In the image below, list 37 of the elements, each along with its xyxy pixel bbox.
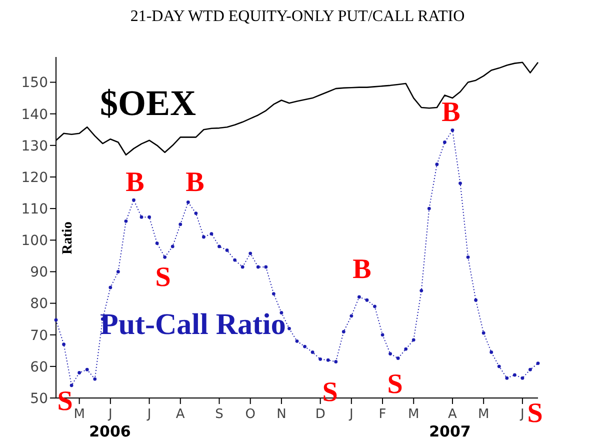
y-tick-label: 50 xyxy=(30,390,48,407)
x-tick-label: D xyxy=(315,407,326,422)
annotation: S xyxy=(387,369,403,400)
x-tick-label: F xyxy=(378,407,386,422)
y-tick-label: 100 xyxy=(21,233,48,250)
x-tick-label: J xyxy=(107,407,112,422)
text: 2007 xyxy=(429,422,471,440)
y-tick-label: 110 xyxy=(21,202,48,218)
x-tick-label: S xyxy=(215,407,224,422)
x-tick-label: A xyxy=(448,407,458,422)
text: 2006 xyxy=(89,422,131,440)
y-tick-label: 130 xyxy=(21,138,48,154)
y-tick-label: 90 xyxy=(30,264,48,281)
annotation: B xyxy=(352,254,372,285)
y-tick-label: 70 xyxy=(30,328,48,344)
annotation: B xyxy=(442,97,460,128)
annotation: B xyxy=(186,167,204,198)
series-label: $OEX xyxy=(100,82,196,124)
y-tick-label: 150 xyxy=(21,75,48,92)
chart-title: 21-DAY WTD EQUITY-ONLY PUT/CALL RATIO xyxy=(129,8,466,26)
annotation: B xyxy=(126,167,144,198)
x-tick-label: A xyxy=(176,407,185,422)
x-tick-label: M xyxy=(74,407,85,422)
y-axis-title: Ratio xyxy=(60,222,76,254)
x-tick-label: J xyxy=(348,407,354,422)
series-label: Put-Call Ratio xyxy=(100,308,286,342)
annotation: S xyxy=(155,262,171,293)
x-tick-label: J xyxy=(520,407,524,422)
y-tick-label: 60 xyxy=(30,359,48,376)
x-tick-label: J xyxy=(146,407,152,422)
x-tick-label: N xyxy=(276,407,286,422)
y-tick-label: 120 xyxy=(21,170,48,186)
x-tick-label: O xyxy=(245,407,256,422)
y-tick-label: 140 xyxy=(21,106,48,123)
y-tick-label: 80 xyxy=(30,296,48,312)
x-tick-label: M xyxy=(408,407,420,422)
x-tick-label: M xyxy=(478,407,490,422)
